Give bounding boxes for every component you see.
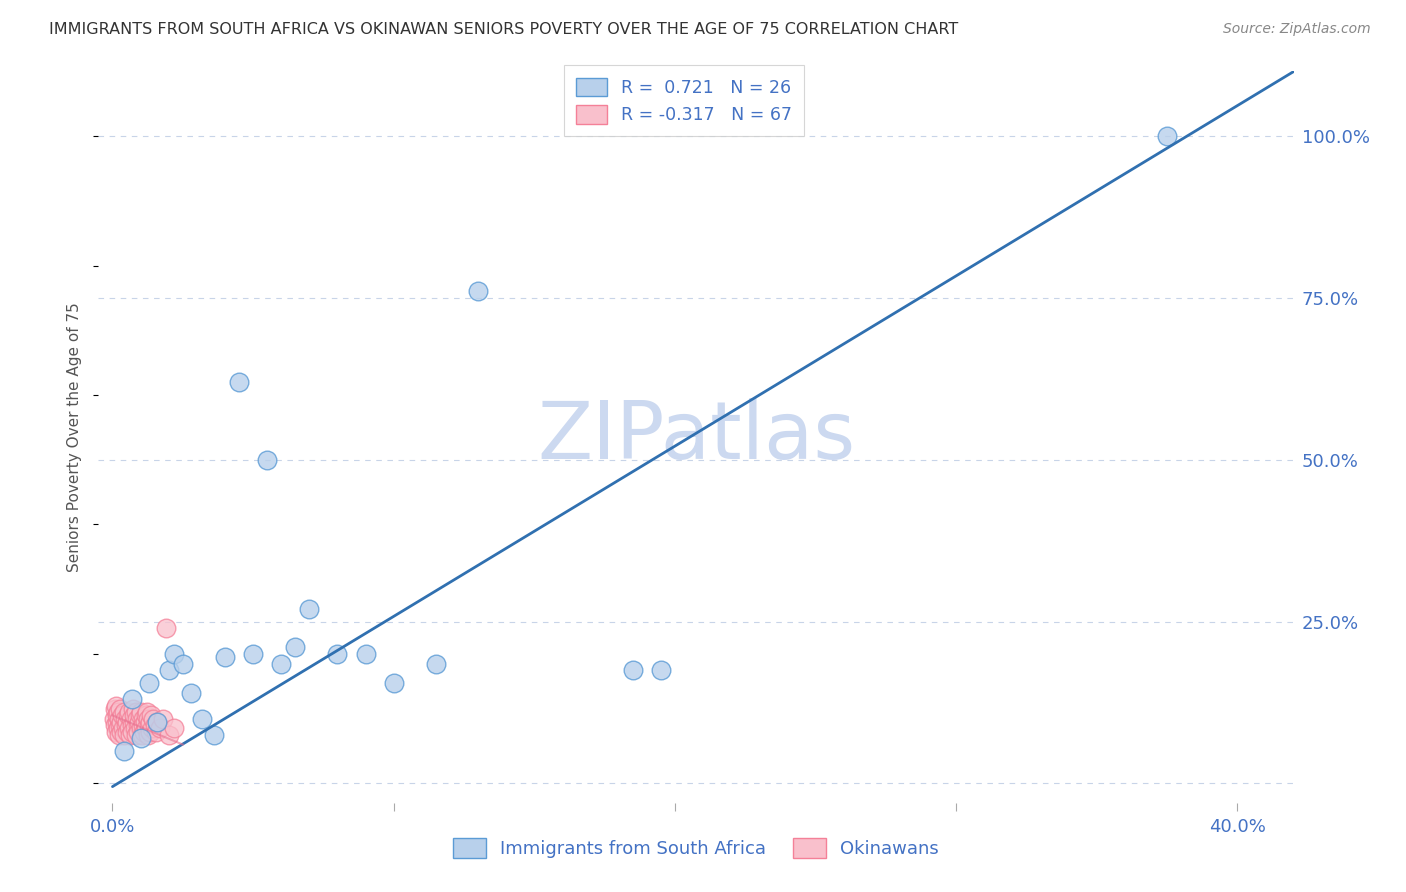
Point bbox=[103, 712, 125, 726]
Point bbox=[149, 722, 172, 736]
Point bbox=[152, 712, 174, 726]
Point bbox=[202, 728, 225, 742]
Point bbox=[298, 601, 321, 615]
Point bbox=[191, 712, 214, 726]
Point bbox=[326, 647, 349, 661]
Point bbox=[121, 724, 143, 739]
Point bbox=[1156, 129, 1178, 144]
Point bbox=[110, 702, 132, 716]
Point bbox=[135, 705, 157, 719]
Point bbox=[155, 621, 177, 635]
Point bbox=[105, 714, 128, 729]
Point bbox=[284, 640, 307, 655]
Point bbox=[115, 718, 138, 732]
Point bbox=[382, 676, 405, 690]
Point bbox=[214, 650, 236, 665]
Point bbox=[118, 705, 141, 719]
Point bbox=[138, 718, 160, 732]
Point bbox=[127, 718, 149, 732]
Point bbox=[112, 728, 135, 742]
Point bbox=[107, 722, 129, 736]
Point bbox=[112, 722, 135, 736]
Point bbox=[163, 647, 186, 661]
Point bbox=[135, 722, 157, 736]
Point bbox=[146, 714, 169, 729]
Point bbox=[180, 686, 202, 700]
Point bbox=[114, 712, 136, 726]
Point bbox=[121, 692, 143, 706]
Point bbox=[270, 657, 292, 671]
Point bbox=[228, 375, 250, 389]
Point bbox=[107, 705, 129, 719]
Point bbox=[127, 724, 149, 739]
Point bbox=[122, 714, 145, 729]
Point bbox=[115, 714, 138, 729]
Point bbox=[107, 728, 129, 742]
Point bbox=[157, 663, 180, 677]
Point bbox=[108, 718, 131, 732]
Point bbox=[135, 708, 157, 723]
Point bbox=[104, 702, 127, 716]
Y-axis label: Seniors Poverty Over the Age of 75: Seniors Poverty Over the Age of 75 bbox=[67, 302, 83, 572]
Point bbox=[425, 657, 447, 671]
Point bbox=[172, 657, 194, 671]
Point bbox=[124, 708, 146, 723]
Point bbox=[141, 722, 163, 736]
Point bbox=[132, 724, 155, 739]
Point bbox=[128, 714, 150, 729]
Point bbox=[136, 728, 159, 742]
Point bbox=[111, 708, 134, 723]
Point bbox=[132, 712, 155, 726]
Point bbox=[110, 724, 132, 739]
Point bbox=[242, 647, 264, 661]
Point bbox=[115, 724, 138, 739]
Point bbox=[129, 705, 152, 719]
Point bbox=[105, 708, 128, 723]
Point bbox=[354, 647, 377, 661]
Legend: Immigrants from South Africa, Okinawans: Immigrants from South Africa, Okinawans bbox=[444, 829, 948, 867]
Point bbox=[104, 724, 127, 739]
Point bbox=[121, 702, 143, 716]
Point bbox=[112, 705, 135, 719]
Point bbox=[138, 676, 160, 690]
Point bbox=[129, 708, 152, 723]
Point bbox=[127, 712, 149, 726]
Point bbox=[104, 718, 127, 732]
Point bbox=[118, 728, 141, 742]
Point bbox=[621, 663, 644, 677]
Point bbox=[105, 698, 128, 713]
Text: ZIPatlas: ZIPatlas bbox=[537, 398, 855, 476]
Point bbox=[650, 663, 672, 677]
Point bbox=[129, 731, 152, 745]
Point bbox=[134, 714, 156, 729]
Point bbox=[467, 285, 489, 299]
Text: Source: ZipAtlas.com: Source: ZipAtlas.com bbox=[1223, 22, 1371, 37]
Point bbox=[138, 712, 160, 726]
Point bbox=[131, 728, 153, 742]
Point bbox=[145, 724, 167, 739]
Point bbox=[117, 708, 139, 723]
Point bbox=[163, 722, 186, 736]
Point bbox=[124, 705, 146, 719]
Point bbox=[139, 714, 162, 729]
Point bbox=[120, 712, 142, 726]
Point bbox=[129, 722, 152, 736]
Point bbox=[256, 452, 278, 467]
Point bbox=[132, 718, 155, 732]
Point bbox=[118, 722, 141, 736]
Point bbox=[125, 728, 148, 742]
Point bbox=[157, 728, 180, 742]
Point bbox=[143, 718, 166, 732]
Text: IMMIGRANTS FROM SOUTH AFRICA VS OKINAWAN SENIORS POVERTY OVER THE AGE OF 75 CORR: IMMIGRANTS FROM SOUTH AFRICA VS OKINAWAN… bbox=[49, 22, 959, 37]
Point bbox=[112, 744, 135, 758]
Point bbox=[124, 722, 146, 736]
Point bbox=[138, 724, 160, 739]
Point bbox=[121, 718, 143, 732]
Point bbox=[110, 714, 132, 729]
Point bbox=[142, 712, 165, 726]
Point bbox=[146, 714, 169, 729]
Point bbox=[141, 708, 163, 723]
Point bbox=[108, 712, 131, 726]
